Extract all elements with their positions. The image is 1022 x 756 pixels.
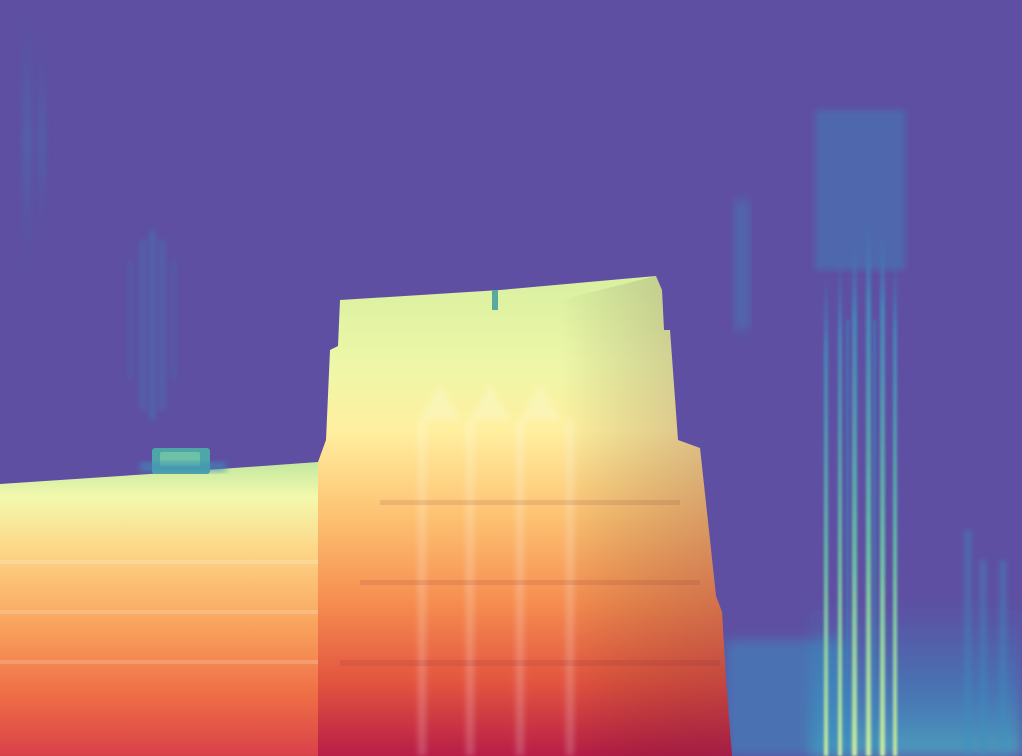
rooftop-ac-unit [140,448,226,474]
low-building-left [0,462,318,756]
distant-building-right [725,110,1022,756]
distant-building-left [22,10,176,420]
rooftop-vent [492,290,498,310]
